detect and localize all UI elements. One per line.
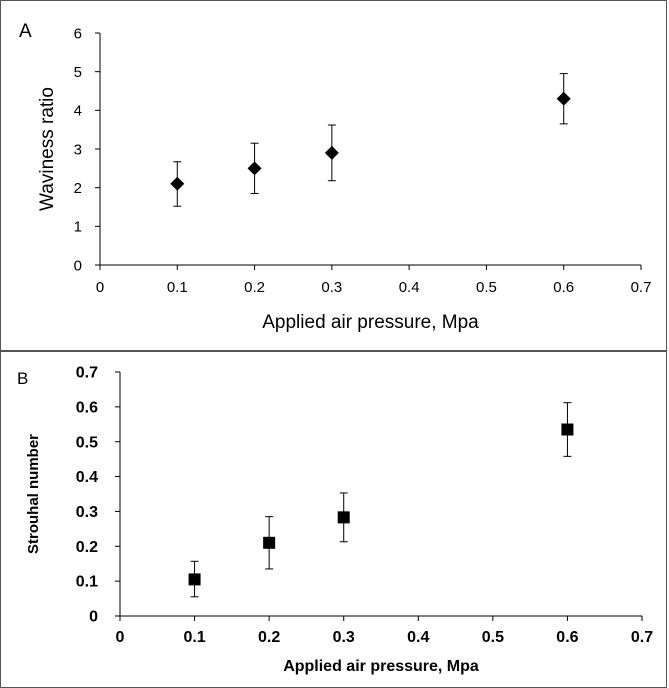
y-tick-label: 4 xyxy=(74,103,82,120)
y-tick-label: 2 xyxy=(74,180,82,197)
y-tick-label: 0 xyxy=(74,257,82,274)
panel-label-a: A xyxy=(19,21,32,42)
x-tick-label: 0.1 xyxy=(167,279,188,296)
data-point-diamond xyxy=(247,161,262,176)
data-point-diamond xyxy=(324,145,339,160)
y-tick-label: 0.6 xyxy=(76,399,98,416)
x-tick-label: 0.3 xyxy=(333,629,355,646)
y-tick-label: 3 xyxy=(74,141,82,158)
data-point-square xyxy=(561,423,574,436)
x-tick-label: 0.4 xyxy=(399,279,420,296)
x-tick-label: 0.6 xyxy=(556,629,578,646)
data-point-square xyxy=(188,573,201,586)
y-tick-label: 0.5 xyxy=(76,434,98,451)
data-point-diamond xyxy=(556,91,571,106)
y-tick-label: 5 xyxy=(74,64,82,81)
data-point-diamond xyxy=(170,176,185,191)
data-point-square xyxy=(337,511,350,524)
x-tick-label: 0.7 xyxy=(631,629,653,646)
x-tick-label: 0.5 xyxy=(476,279,497,296)
y-tick-label: 0.2 xyxy=(76,539,98,556)
y-axis-title: Strouhal number xyxy=(25,434,42,554)
y-tick-label: 0.7 xyxy=(76,365,98,382)
x-tick-label: 0.4 xyxy=(407,629,429,646)
data-point-square xyxy=(263,536,276,549)
x-tick-label: 0 xyxy=(116,629,125,646)
x-tick-label: 0.3 xyxy=(321,279,342,296)
x-axis-title: Applied air pressure, Mpa xyxy=(262,312,479,333)
y-axis-title: Waviness ratio xyxy=(37,87,58,211)
chart-a: 0 1 2 3 4 5 6 0 0.1 0.2 0.3 0.4 0.5 0.6 0.7 Applied air… xyxy=(37,25,651,333)
y-tick-label: 0.1 xyxy=(76,574,98,591)
x-tick-label: 0.6 xyxy=(553,279,574,296)
y-tick-label: 0.3 xyxy=(76,504,98,521)
y-tick-label: 1 xyxy=(74,219,82,236)
x-tick-label: 0.7 xyxy=(631,279,652,296)
x-tick-label: 0.1 xyxy=(183,629,205,646)
y-tick-label: 0 xyxy=(89,609,98,626)
chart-panel-a: A xyxy=(0,0,667,351)
x-tick-label: 0.2 xyxy=(244,279,265,296)
x-tick-label: 0.5 xyxy=(482,629,504,646)
x-axis-title: Applied air pressure, Mpa xyxy=(283,658,479,675)
chart-panel-b: B xyxy=(0,350,667,688)
y-tick-label: 6 xyxy=(74,25,82,42)
chart-b: 0 0.1 0.2 0.3 0.4 0.5 0.6 0.7 0 0.1 0.2 0.3 0.4 0.5 0.… xyxy=(25,365,653,675)
x-tick-label: 0.2 xyxy=(258,629,280,646)
y-tick-label: 0.4 xyxy=(76,469,98,486)
x-tick-label: 0 xyxy=(96,279,104,296)
panel-label-b: B xyxy=(17,369,29,388)
